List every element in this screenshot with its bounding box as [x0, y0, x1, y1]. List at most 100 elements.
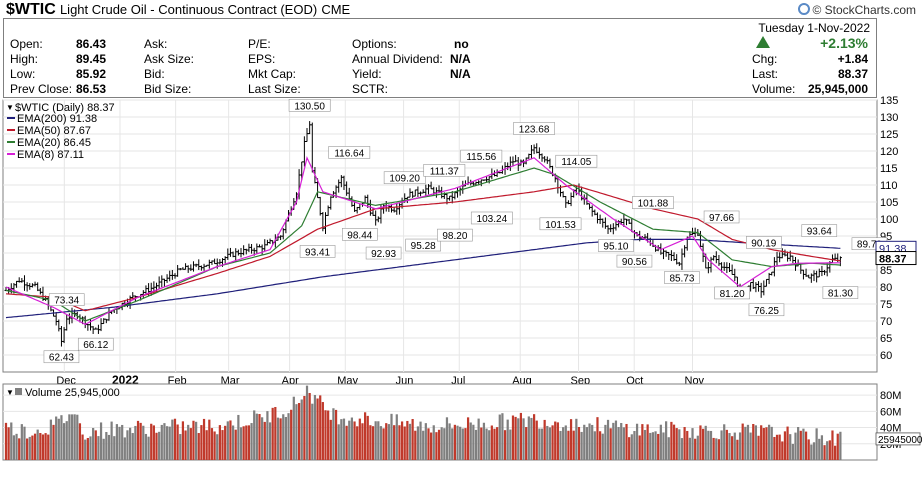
volume-bar	[356, 426, 359, 460]
price-annotation-box	[616, 254, 653, 268]
volume-bar	[73, 414, 76, 460]
volume-bar	[411, 419, 414, 460]
sctr-label: SCTR:	[352, 82, 388, 96]
volume-bar	[329, 419, 332, 460]
volume-bar	[390, 413, 393, 460]
volume-bar	[466, 417, 470, 460]
volume-bar	[506, 419, 509, 460]
volume-bar	[213, 431, 216, 460]
volume-bar	[284, 416, 288, 460]
volume-bar	[142, 425, 145, 460]
volume-bar	[443, 428, 446, 460]
price-axis-tick: 115	[880, 163, 898, 175]
volume-bar	[224, 425, 227, 460]
volume-bar	[646, 424, 649, 460]
volume-bar	[102, 438, 105, 460]
price-annotation-box	[664, 271, 700, 284]
volume-bar	[395, 414, 398, 460]
volume-bar	[385, 423, 388, 460]
volume-bar	[709, 430, 713, 460]
low-value: 85.92	[76, 67, 107, 81]
volume-bar	[250, 423, 253, 460]
ema200-line	[5, 238, 841, 319]
volume-bar	[575, 418, 578, 460]
volume-axis-tick: 40M	[880, 423, 901, 435]
volume-bar	[517, 418, 520, 460]
volume-bar	[696, 435, 699, 460]
chg-label: Chg:	[752, 52, 778, 66]
volume-bar	[55, 416, 58, 460]
price-axis-tick: 65	[880, 333, 892, 345]
volume-bar	[831, 430, 834, 460]
volume-bar	[464, 428, 467, 460]
volume-bar	[305, 385, 309, 460]
ask-label: Ask:	[144, 37, 168, 51]
volume-bar	[548, 427, 552, 460]
volume-bar	[105, 431, 108, 460]
volume-bar	[738, 432, 742, 460]
price-annotation-label: 73.34	[54, 296, 79, 307]
volume-bar	[765, 427, 768, 460]
price-annotation-label: 114.05	[561, 157, 591, 168]
volume-bar	[290, 409, 293, 460]
volume-bar	[163, 423, 166, 460]
volume-bar	[736, 439, 739, 460]
price-axis-tick: 130	[880, 112, 898, 124]
volume-bar	[424, 423, 427, 460]
volume-bar	[620, 422, 623, 460]
prev-close-label: Prev Close:	[10, 82, 73, 96]
volume-bar	[4, 422, 8, 460]
volume-bar	[807, 439, 810, 460]
price-annotation-box	[539, 217, 582, 231]
volume-bar	[247, 425, 251, 460]
volume-bar	[794, 432, 797, 460]
volume-bar	[770, 426, 773, 460]
volume-bar	[387, 424, 390, 460]
volume-bar	[218, 425, 221, 460]
volume-bar	[498, 414, 501, 460]
volume-bar	[12, 435, 16, 460]
volume-bar	[26, 438, 29, 460]
volume-bar	[121, 424, 124, 460]
volume-bar	[556, 422, 559, 460]
price-annotation-box	[703, 210, 740, 224]
price-annotation-label: 115.56	[466, 152, 496, 163]
price-annotation-label: 93.64	[807, 227, 832, 238]
ticker-description: Light Crude Oil - Continuous Contract (E…	[59, 2, 318, 17]
volume-bar	[723, 424, 726, 460]
volume-bar	[361, 423, 364, 460]
volume-bar	[641, 424, 644, 460]
change-percent: +2.13%	[820, 35, 868, 51]
volume-bar	[569, 419, 573, 460]
volume-bar	[701, 428, 705, 460]
price-annotation-label: 85.73	[669, 274, 694, 285]
volume-bar	[482, 422, 486, 460]
volume-bar	[562, 427, 565, 460]
volume-bar	[527, 416, 530, 460]
price-annotation-box	[365, 246, 402, 260]
volume-bar	[15, 433, 18, 460]
volume-bar	[591, 424, 594, 460]
price-axis-tick: 70	[880, 316, 892, 328]
price-annotation-box	[77, 337, 114, 351]
volume-bar	[171, 419, 174, 460]
price-annotation-label: 81.20	[720, 289, 745, 300]
volume-bar	[261, 417, 264, 460]
volume-bar	[778, 434, 781, 460]
volume-bar	[20, 424, 23, 460]
pe-label: P/E:	[248, 37, 271, 51]
price-annotation-box	[632, 196, 674, 209]
volume-bar	[358, 418, 361, 460]
volume-bar	[76, 414, 79, 460]
volume-bar	[158, 431, 161, 460]
price-axis-tick: 135	[880, 95, 898, 107]
volume-bar	[350, 417, 354, 460]
price-annotation-label: 66.12	[83, 340, 108, 351]
volume-bar	[84, 439, 87, 460]
volume-bar	[147, 436, 150, 460]
price-annotation-box	[822, 286, 859, 299]
volume-bar	[469, 422, 472, 460]
last-value-tag	[875, 251, 917, 266]
volume-bar	[49, 419, 52, 460]
